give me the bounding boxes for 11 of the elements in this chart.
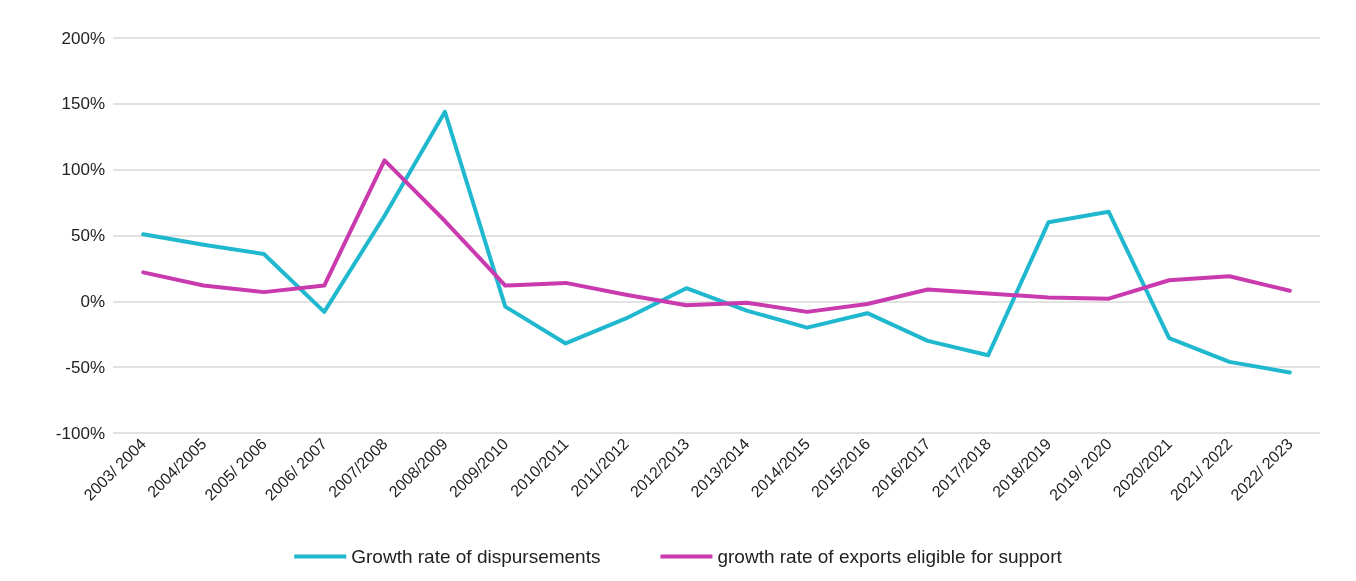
y-tick-label: 200%: [61, 28, 105, 48]
line-series: [141, 109, 1292, 375]
y-tick-label: 150%: [61, 94, 105, 114]
y-tick-label: 0%: [80, 291, 105, 311]
y-tick-label: 100%: [61, 160, 105, 180]
legend-label: Growth rate of dispursements: [351, 546, 601, 567]
y-tick-label: 50%: [70, 226, 105, 245]
line-series: [141, 158, 1292, 314]
y-tick-label: -100%: [55, 423, 105, 443]
legend-label: growth rate of exports eligible for support: [717, 546, 1063, 567]
y-tick-label: -50%: [65, 357, 105, 377]
